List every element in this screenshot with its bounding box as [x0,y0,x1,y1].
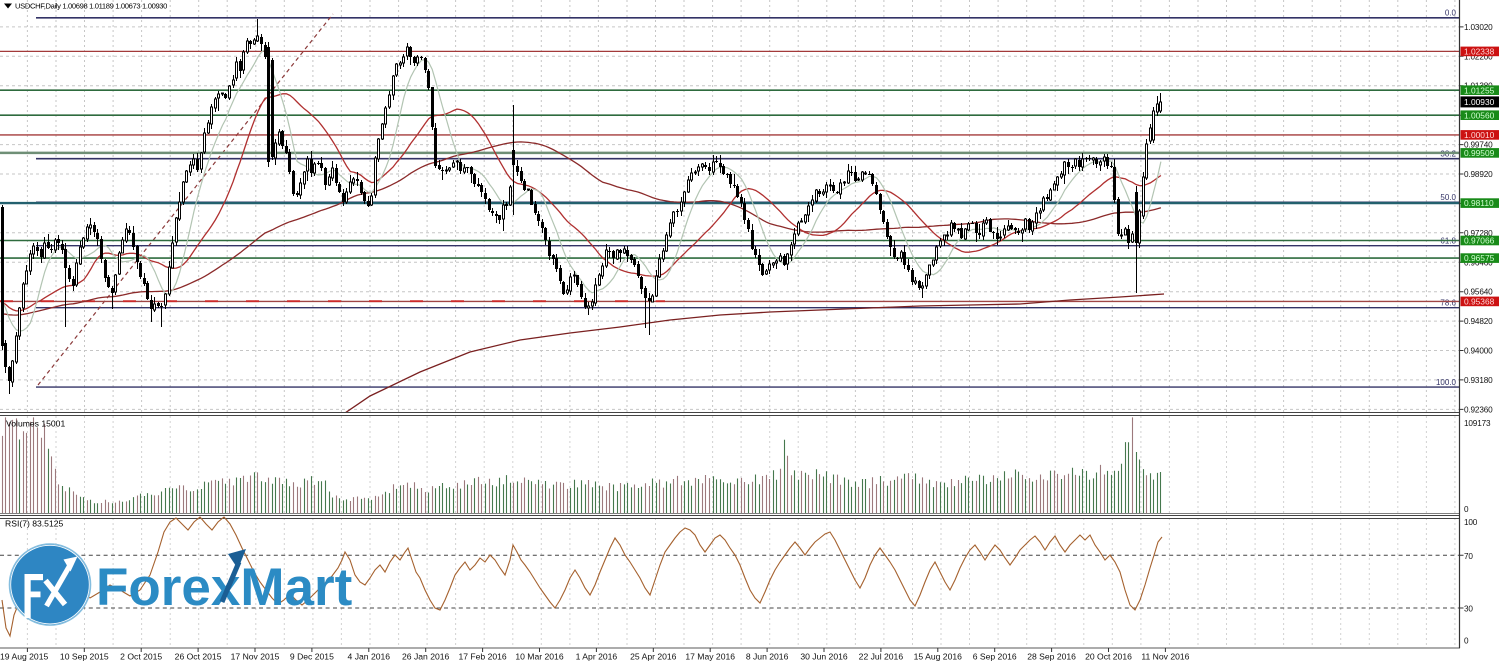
svg-text:30 Jun 2016: 30 Jun 2016 [800,652,848,662]
svg-text:0.95640: 0.95640 [1464,288,1493,297]
svg-text:17 May 2016: 17 May 2016 [685,652,735,662]
svg-text:28 Sep 2016: 28 Sep 2016 [1027,652,1076,662]
svg-text:0.94820: 0.94820 [1464,317,1493,326]
svg-text:0: 0 [1464,505,1469,514]
svg-text:109173: 109173 [1464,419,1491,428]
svg-text:26 Jan 2016: 26 Jan 2016 [402,652,450,662]
svg-text:RSI(7) 83.5125: RSI(7) 83.5125 [5,519,64,529]
svg-text:0.95368: 0.95368 [1464,297,1495,307]
svg-text:17 Feb 2016: 17 Feb 2016 [458,652,506,662]
svg-text:1.00560: 1.00560 [1464,110,1495,120]
svg-text:0.96575: 0.96575 [1464,253,1495,263]
svg-text:25 Apr 2016: 25 Apr 2016 [630,652,677,662]
svg-text:0.0: 0.0 [1445,9,1457,18]
svg-text:0.98920: 0.98920 [1464,170,1493,179]
svg-text:1.01255: 1.01255 [1464,85,1495,95]
svg-text:1.00930: 1.00930 [1464,97,1495,107]
svg-text:10 Sep 2015: 10 Sep 2015 [60,652,109,662]
svg-text:100.0: 100.0 [1436,378,1457,387]
svg-text:19 Aug 2015: 19 Aug 2015 [0,652,48,662]
svg-text:22 Jul 2016: 22 Jul 2016 [859,652,904,662]
svg-text:15 Aug 2016: 15 Aug 2016 [914,652,962,662]
svg-text:0.99509: 0.99509 [1464,148,1495,158]
svg-text:0.98110: 0.98110 [1464,198,1494,208]
svg-text:9 Dec 2015: 9 Dec 2015 [290,652,334,662]
svg-text:70: 70 [1464,552,1473,561]
svg-text:Volumes 15001: Volumes 15001 [6,419,65,429]
svg-text:6 Sep 2016: 6 Sep 2016 [973,652,1017,662]
svg-text:11 Nov 2016: 11 Nov 2016 [1141,652,1189,662]
svg-text:1 Apr 2016: 1 Apr 2016 [576,652,618,662]
svg-text:0.94000: 0.94000 [1464,347,1493,356]
svg-text:100: 100 [1464,518,1478,527]
svg-text:20 Oct 2016: 20 Oct 2016 [1085,652,1132,662]
svg-text:2 Oct 2015: 2 Oct 2015 [120,652,162,662]
svg-text:USDCHF,Daily 1.00698 1.01189: USDCHF,Daily 1.00698 1.01189 1.00673 1.0… [15,2,167,11]
svg-text:10 Mar 2016: 10 Mar 2016 [515,652,563,662]
svg-text:26 Oct 2015: 26 Oct 2015 [175,652,222,662]
svg-text:0: 0 [1464,637,1469,646]
svg-text:0.92360: 0.92360 [1464,405,1493,414]
svg-text:1.03020: 1.03020 [1464,23,1493,32]
svg-text:17 Nov 2015: 17 Nov 2015 [231,652,280,662]
svg-text:0.93180: 0.93180 [1464,376,1493,385]
svg-text:30: 30 [1464,605,1473,614]
svg-text:8 Jun 2016: 8 Jun 2016 [746,652,789,662]
svg-text:1.02338: 1.02338 [1464,47,1495,57]
svg-text:50.0: 50.0 [1440,193,1456,202]
svg-text:ForexMart: ForexMart [96,558,352,617]
svg-text:4 Jan 2016: 4 Jan 2016 [348,652,391,662]
svg-text:78.6: 78.6 [1440,299,1456,308]
svg-text:1.00010: 1.00010 [1464,130,1495,140]
svg-text:0.97066: 0.97066 [1464,236,1495,246]
